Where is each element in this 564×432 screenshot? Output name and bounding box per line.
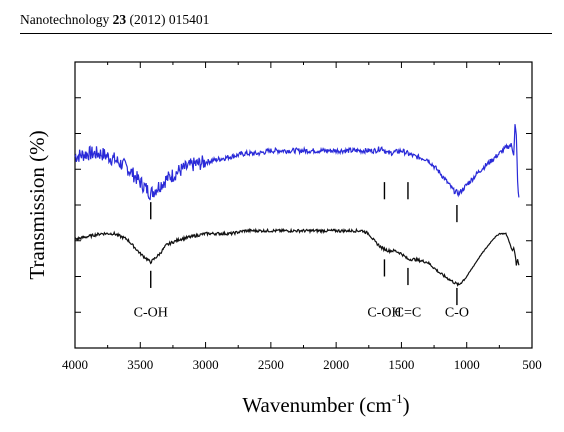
x-tick-label: 1000 [454, 357, 480, 372]
peak-label: C-O [445, 306, 469, 321]
x-axis-title-sup: -1 [392, 391, 403, 406]
peak-label: C=C [395, 306, 422, 321]
peak-label: C-OH [134, 306, 168, 321]
x-tick-label: 1500 [388, 357, 414, 372]
series-group [74, 124, 520, 288]
journal-header: Nanotechnology 23 (2012) 015401 [20, 12, 209, 28]
axis-ticks: 4000 3500 3000 2500 2000 1500 1000 500 [62, 62, 542, 372]
x-tick-label: 2500 [258, 357, 284, 372]
y-axis-title: Transmission (%) [25, 130, 49, 279]
marker-group [150, 182, 458, 306]
series-line-1 [74, 227, 520, 288]
x-tick-label: 3500 [127, 357, 153, 372]
x-tick-label: 500 [522, 357, 542, 372]
x-tick-label: 4000 [62, 357, 88, 372]
x-axis-title: Wavenumber (cm-1) [242, 391, 409, 417]
journal-volume: 23 [112, 12, 127, 27]
series-line-0 [74, 124, 520, 201]
x-tick-label: 3000 [193, 357, 219, 372]
peak-label: C-OH [367, 306, 401, 321]
x-tick-label: 2000 [323, 357, 349, 372]
header-rule [20, 33, 552, 34]
x-axis-title-base: Wavenumber (cm [242, 393, 391, 417]
journal-name: Nanotechnology [20, 12, 110, 27]
x-axis-title-close: ) [403, 393, 410, 417]
annotation-group: C-OH C-OHC=C C-O [134, 306, 469, 321]
journal-citation: (2012) 015401 [129, 12, 210, 27]
